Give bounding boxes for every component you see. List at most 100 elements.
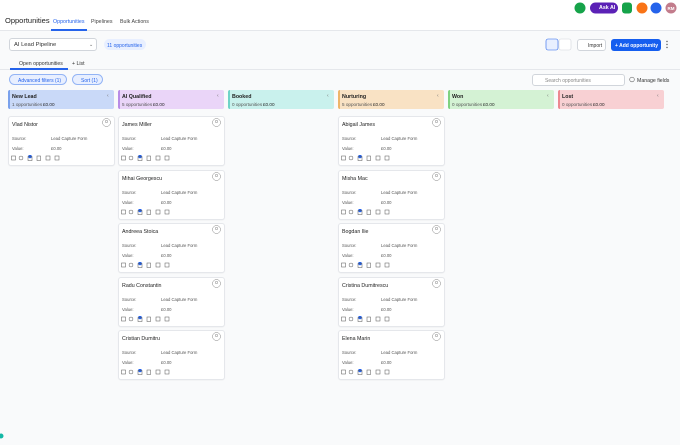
source-label: Source:	[122, 243, 137, 248]
value-amount: £0.00	[51, 146, 62, 151]
avatar[interactable]: RM	[667, 5, 675, 11]
card-actions	[121, 155, 170, 161]
count-text: 11 opportunities	[107, 42, 143, 49]
opportunity-card[interactable]	[118, 169, 225, 220]
column-collapse[interactable]: ‹	[657, 93, 659, 99]
search-box[interactable]	[532, 73, 625, 86]
assignee-icon	[432, 118, 441, 127]
column-name: Booked	[232, 93, 252, 100]
source-value: Lead Capture Form	[381, 136, 418, 141]
nav-tab[interactable]: Bulk Actions	[120, 18, 149, 25]
column-collapse[interactable]: ‹	[327, 93, 329, 99]
view-tab[interactable]: + List	[72, 60, 85, 67]
opportunity-card[interactable]	[118, 276, 225, 327]
source-value: Lead Capture Form	[161, 350, 198, 355]
column-name: Nurturing	[342, 93, 367, 100]
assignee-icon	[432, 278, 441, 288]
column-name: Lost	[562, 93, 574, 100]
advanced-filter[interactable]	[9, 74, 67, 85]
source-label: Source:	[12, 136, 27, 141]
column-name: New Lead	[12, 93, 37, 100]
source-label: Source:	[342, 350, 357, 355]
value-amount: £0.00	[381, 253, 392, 258]
nav-tab-underline	[51, 29, 87, 31]
nav-tab[interactable]: Pipelines	[91, 18, 113, 25]
column-collapse[interactable]: ‹	[437, 93, 439, 99]
add-text: + Add opportunity	[615, 42, 659, 49]
column-header	[448, 90, 554, 109]
import-text: Import	[588, 42, 603, 49]
sort-button[interactable]	[72, 74, 103, 85]
assignee-icon	[432, 225, 441, 234]
column-total: £0.00	[263, 101, 275, 107]
manage-fields[interactable]: Manage fields	[637, 77, 670, 84]
opportunity-card[interactable]	[118, 116, 225, 166]
top-bar	[0, 0, 680, 31]
column-count: 0 opportunities	[232, 101, 263, 107]
value-amount: £0.00	[381, 199, 392, 205]
import-button[interactable]	[577, 38, 606, 51]
value-label: Value:	[122, 253, 134, 258]
assignee-icon	[212, 171, 221, 181]
card-name: Andreea Stoica	[122, 229, 159, 235]
source-label: Source:	[122, 136, 137, 141]
card-actions	[121, 208, 170, 215]
assignee-icon	[432, 171, 441, 181]
sort-text: Sort (1)	[81, 77, 98, 84]
source-label: Source:	[342, 189, 357, 195]
opportunity-card[interactable]	[338, 169, 445, 220]
opportunity-card[interactable]	[338, 276, 445, 327]
source-value: Lead Capture Form	[381, 296, 418, 302]
source-value: Lead Capture Form	[381, 350, 418, 355]
opportunity-card[interactable]	[338, 223, 445, 273]
card-actions	[341, 315, 390, 322]
value-label: Value:	[342, 306, 354, 312]
card-actions	[341, 155, 390, 161]
nav-tab[interactable]: Opportunities	[53, 18, 85, 25]
column-header	[558, 90, 664, 109]
value-amount: £0.00	[161, 253, 172, 258]
ask-ai-button[interactable]: Ask AI	[599, 5, 616, 11]
card-name: Misha Mac	[342, 175, 368, 182]
value-amount: £0.00	[161, 360, 172, 365]
view-tab[interactable]: Open opportunities	[19, 60, 63, 67]
tab-divider	[0, 69, 680, 70]
pipeline-select[interactable]	[9, 38, 97, 51]
advanced-filter-text: Advanced filters (1)	[18, 77, 62, 84]
column-count: 1 opportunities	[12, 101, 43, 107]
assignee-icon	[212, 225, 221, 234]
opportunity-card[interactable]	[118, 223, 225, 273]
assignee-icon	[212, 118, 221, 127]
assignee-icon	[102, 118, 111, 127]
card-actions	[341, 262, 390, 268]
page-title: Opportunities	[5, 16, 50, 25]
view-tab-underline	[10, 68, 68, 70]
column-collapse[interactable]: ‹	[107, 93, 109, 99]
column-collapse[interactable]: ‹	[217, 93, 219, 99]
opportunity-card[interactable]	[338, 116, 445, 166]
source-label: Source:	[122, 189, 137, 195]
value-label: Value:	[122, 146, 134, 151]
column-name: AI Qualified	[122, 93, 152, 100]
column-total: £0.00	[43, 101, 55, 107]
column-total: £0.00	[593, 101, 605, 107]
assignee-icon	[212, 278, 221, 288]
source-value: Lead Capture Form	[381, 189, 418, 195]
opportunity-card[interactable]	[338, 330, 445, 380]
source-value: Lead Capture Form	[381, 243, 418, 248]
source-label: Source:	[342, 296, 357, 302]
column-count: 5 opportunities	[342, 101, 373, 107]
add-button[interactable]	[611, 38, 661, 51]
opportunity-card[interactable]	[8, 116, 115, 166]
source-value: Lead Capture Form	[51, 136, 88, 141]
opportunity-card[interactable]	[118, 330, 225, 380]
source-label: Source:	[122, 296, 137, 302]
source-label: Source:	[122, 350, 137, 355]
column-header	[228, 90, 334, 109]
pipeline-name: AI Lead Pipeline	[14, 42, 57, 48]
card-actions	[121, 262, 170, 268]
column-collapse[interactable]: ‹	[547, 93, 549, 99]
card-actions	[121, 369, 170, 375]
